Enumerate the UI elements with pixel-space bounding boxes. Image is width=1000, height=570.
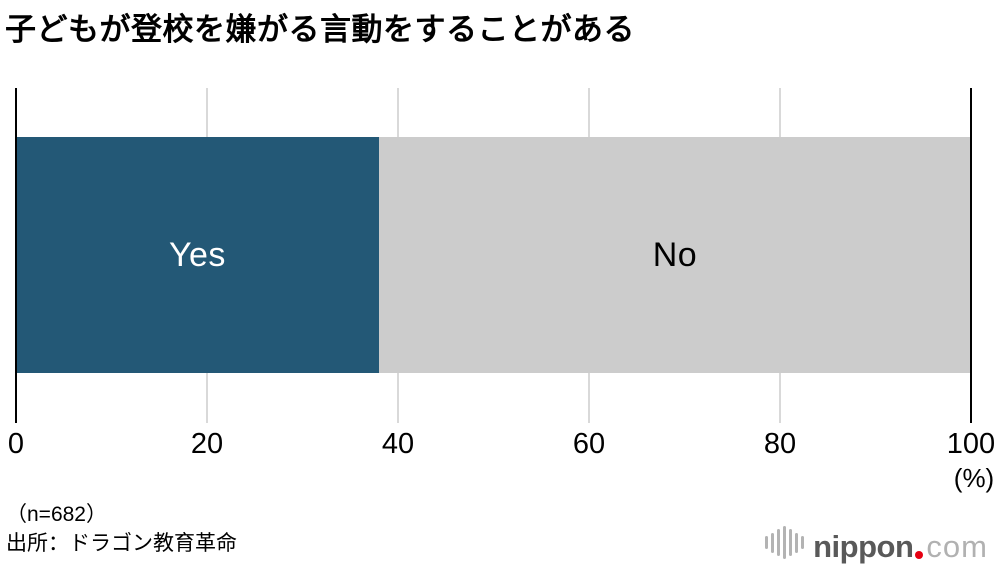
logo-text-bold: nippon [813, 529, 914, 564]
logo-dot-icon [915, 551, 924, 559]
footer-notes: （n=682） 出所：ドラゴン教育革命 [6, 500, 237, 558]
bar-segment-label: Yes [168, 235, 226, 274]
axis-line [970, 88, 972, 423]
x-tick-label: 80 [763, 428, 797, 460]
plot-area: Yes No [15, 88, 972, 423]
chart-title: 子どもが登校を嫌がる言動をすることがある [5, 12, 635, 47]
x-tick-label: 0 [7, 428, 25, 460]
x-axis-tick-labels: 0 20 40 60 80 100 [8, 428, 995, 462]
source-note: 出所：ドラゴン教育革命 [6, 532, 237, 555]
x-tick-label: 60 [572, 428, 606, 460]
bar-segment-no: No [378, 137, 971, 373]
x-tick-label: 40 [381, 428, 415, 460]
axis-line [15, 88, 17, 423]
sample-size-note: （n=682） [6, 503, 107, 526]
bar-segment-yes: Yes [16, 137, 379, 373]
nippon-logo: nippon com [765, 526, 988, 562]
logo-text-light: com [926, 529, 988, 564]
soundwave-icon [765, 526, 805, 559]
stacked-bar: Yes No [16, 137, 971, 373]
x-axis-unit-label: (%) [953, 463, 995, 493]
bar-segment-label: No [652, 235, 698, 274]
x-tick-label: 20 [190, 428, 224, 460]
x-tick-label: 100 [946, 428, 996, 460]
